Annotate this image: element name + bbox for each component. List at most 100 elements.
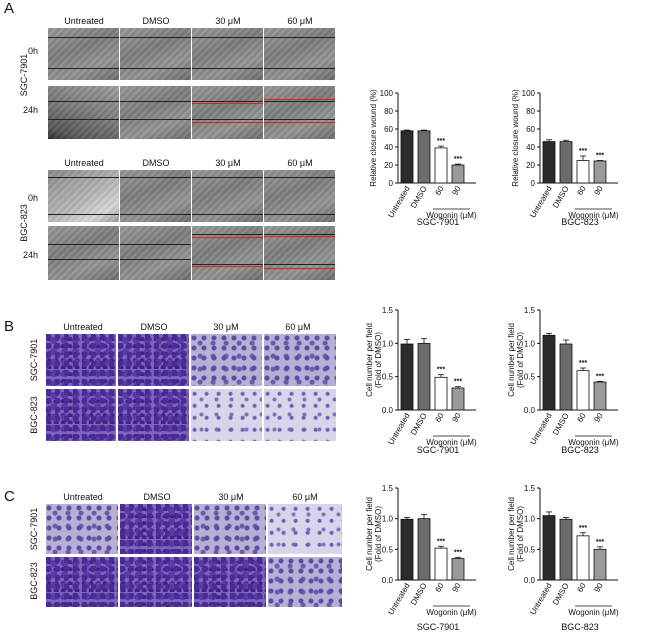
y-axis-label: Relative closure wound (%) [369, 89, 378, 187]
bar [451, 558, 465, 581]
y-tick-label: 40 [384, 143, 393, 152]
wound-image-untreated-0h [48, 28, 119, 80]
group-label: Wogonin (μM) [568, 211, 619, 220]
wound-image-untreated-24h [48, 86, 119, 139]
significance-label: *** [454, 379, 462, 386]
y-tick-label: 0.5 [524, 373, 536, 382]
y-tick-label: 1.0 [382, 515, 394, 524]
y-axis-label: Cell number per field [365, 497, 374, 571]
wound-image-dmso-0h [120, 28, 191, 80]
y-tick-label: 0.5 [524, 545, 536, 554]
group-label: Wogonin (μM) [426, 211, 477, 220]
significance-label: *** [579, 148, 587, 155]
bar [451, 387, 465, 411]
bar [542, 334, 556, 411]
y-tick-label: 100 [380, 89, 394, 98]
y-tick-label: 0 [531, 179, 536, 188]
group-label: Wogonin (μM) [426, 438, 477, 447]
group-label: Wogonin (μM) [568, 608, 619, 617]
bar [559, 518, 573, 581]
x-tick-label: 90 [450, 411, 463, 424]
y-tick-label: 0.0 [524, 576, 536, 585]
transwell-image-dmso-sgc7901 [118, 334, 189, 386]
x-tick-label: 90 [450, 184, 463, 197]
transwell-image-30um-bgc823 [194, 557, 266, 607]
bar [593, 160, 607, 184]
y-tick-label: 0.0 [382, 576, 394, 585]
bar [400, 343, 414, 411]
bar [593, 548, 607, 581]
x-tick-label: DMSO [551, 582, 571, 607]
wound-image-60um-0h [264, 170, 335, 222]
bar [434, 547, 448, 581]
column-header-60um: 60 μM [292, 492, 318, 502]
bar [451, 164, 465, 184]
bar [576, 535, 590, 581]
y-tick-label: 20 [526, 161, 535, 170]
bar [559, 141, 573, 184]
transwell-image-60um-sgc7901 [268, 504, 342, 554]
significance-label: *** [579, 360, 587, 367]
x-tick-label: Untreated [386, 185, 411, 220]
bar [576, 160, 590, 184]
panel-letter-c: C [4, 488, 15, 505]
transwell-image-untreated-sgc7901 [46, 504, 118, 554]
x-tick-label: DMSO [551, 185, 571, 210]
x-tick-label: Untreated [528, 185, 553, 220]
chart-title: BGC-823 [561, 622, 599, 632]
y-tick-label: 1.0 [524, 339, 536, 348]
y-tick-label: 1.5 [524, 484, 536, 493]
y-tick-label: 1.0 [382, 339, 394, 348]
bar [559, 343, 573, 411]
column-header-untreated: Untreated [64, 16, 104, 26]
significance-label: *** [437, 538, 445, 545]
transwell-image-dmso-sgc7901 [120, 504, 192, 554]
column-header-30um: 30 μM [215, 158, 241, 168]
wound-image-dmso-0h [120, 170, 191, 222]
significance-label: *** [596, 539, 604, 546]
y-tick-label: 40 [526, 143, 535, 152]
row-label-0h: 0h [28, 193, 39, 203]
panel-letter-a: A [4, 0, 15, 17]
x-tick-label: 90 [592, 184, 605, 197]
column-header-dmso: DMSO [143, 492, 171, 502]
y-axis-label: Cell number per field [365, 323, 374, 397]
transwell-image-30um-bgc823 [191, 389, 262, 441]
row-label-24h: 24h [23, 105, 39, 115]
y-axis-label-secondary: (Fold of DMSO) [374, 332, 383, 388]
chart-title: BGC-823 [561, 445, 599, 455]
row-label-24h: 24h [23, 250, 39, 260]
wound-image-untreated-0h [48, 170, 119, 222]
row-label-0h: 0h [28, 46, 39, 56]
column-header-30um: 30 μM [218, 492, 244, 502]
x-tick-label: Untreated [386, 412, 411, 447]
x-tick-label: DMSO [409, 582, 429, 607]
significance-label: *** [596, 373, 604, 380]
bar [434, 147, 448, 184]
y-tick-label: 20 [384, 161, 393, 170]
transwell-image-untreated-sgc7901 [46, 334, 116, 386]
transwell-image-dmso-bgc823 [118, 389, 189, 441]
y-axis-label: Cell number per field [507, 497, 516, 571]
x-tick-label: Untreated [528, 582, 553, 617]
x-tick-label: Untreated [386, 582, 411, 617]
bar [417, 342, 431, 411]
column-header-60um: 60 μM [285, 322, 311, 332]
y-axis-label: Cell number per field [507, 323, 516, 397]
bar [400, 130, 414, 184]
x-tick-label: 60 [575, 411, 588, 424]
y-axis-label-secondary: (Fold of DMSO) [516, 506, 525, 562]
transwell-image-60um-bgc823 [264, 389, 336, 441]
chart-title: BGC-823 [561, 217, 599, 227]
wound-image-dmso-24h [120, 86, 191, 139]
wound-image-60um-24h [264, 86, 335, 139]
column-header-untreated: Untreated [63, 492, 103, 502]
column-header-dmso: DMSO [142, 16, 170, 26]
column-header-30um: 30 μM [215, 16, 241, 26]
bar [593, 381, 607, 411]
wound-image-untreated-24h [48, 226, 119, 280]
y-tick-label: 60 [526, 125, 535, 134]
bar [417, 130, 431, 184]
x-tick-label: 90 [592, 411, 605, 424]
wound-image-30um-24h [192, 86, 263, 139]
